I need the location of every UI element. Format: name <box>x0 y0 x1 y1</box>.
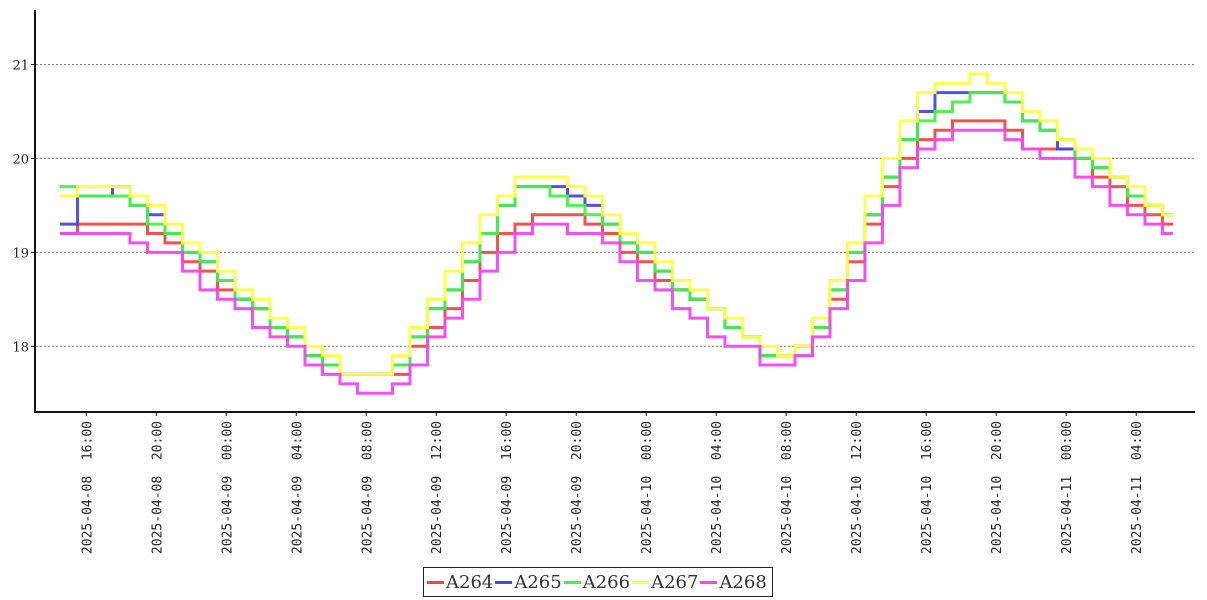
legend-label: A266 <box>582 571 631 593</box>
legend-item-a268: A268 <box>700 571 767 593</box>
x-tick-label: 2025-04-09 00:00 <box>220 421 235 554</box>
x-tick-label: 2025-04-10 20:00 <box>990 421 1005 554</box>
series-line-a266 <box>60 91 1173 376</box>
x-tick-label: 2025-04-09 20:00 <box>570 421 585 554</box>
x-tick-label: 2025-04-11 00:00 <box>1060 421 1075 554</box>
legend-swatch <box>427 580 444 584</box>
x-tick-labels: 2025-04-08 16:00 2025-04-08 20:00 2025-04-… <box>80 412 1145 554</box>
legend-swatch <box>495 580 513 584</box>
legend: A264 A265 A266 A267 A268 <box>423 567 773 597</box>
y-tick-label: 20 <box>12 152 29 167</box>
legend-label: A267 <box>651 571 699 593</box>
gridlines <box>36 63 1195 347</box>
legend-item-a267: A267 <box>632 572 698 593</box>
series-lines <box>60 72 1173 395</box>
legend-swatch <box>632 580 650 584</box>
x-tick-label: 2025-04-08 16:00 <box>80 421 95 554</box>
legend-label: A264 <box>446 571 494 593</box>
legend-label: A268 <box>719 571 767 593</box>
x-tick-label: 2025-04-08 20:00 <box>150 421 165 554</box>
y-tick-label: 21 <box>12 58 29 73</box>
x-tick-label: 2025-04-10 04:00 <box>710 421 725 554</box>
x-tick-label: 2025-04-09 16:00 <box>500 421 515 554</box>
y-tick-label: 18 <box>12 340 29 355</box>
x-tick-label: 2025-04-10 00:00 <box>640 421 655 554</box>
x-tick-label: 2025-04-10 08:00 <box>780 421 795 554</box>
x-tick-label: 2025-04-10 12:00 <box>850 421 865 554</box>
x-tick-label: 2025-04-09 08:00 <box>360 421 375 554</box>
x-tick-label: 2025-04-10 16:00 <box>920 421 935 554</box>
legend-item-a264: A264 <box>427 572 493 593</box>
y-tick-labels: 18 19 20 21 <box>12 58 35 355</box>
legend-item-a266: A266 <box>563 571 631 593</box>
x-tick-label: 2025-04-09 12:00 <box>430 421 445 554</box>
x-tick-label: 2025-04-11 04:00 <box>1130 421 1145 554</box>
y-tick-label: 19 <box>12 246 29 261</box>
series-line-a268 <box>60 128 1173 395</box>
legend-swatch <box>700 580 718 584</box>
x-tick-label: 2025-04-09 04:00 <box>290 421 305 554</box>
series-line-a267 <box>60 72 1173 376</box>
legend-label: A265 <box>514 571 562 593</box>
legend-item-a265: A265 <box>495 571 562 593</box>
legend-swatch <box>563 580 581 584</box>
